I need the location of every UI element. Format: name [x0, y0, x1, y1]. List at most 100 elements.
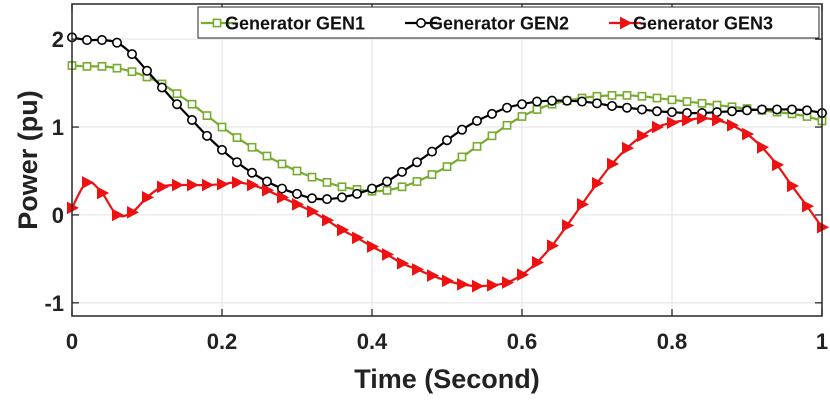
data-point: [82, 61, 92, 71]
data-point: [726, 106, 737, 117]
data-point: [637, 129, 650, 143]
data-point: [202, 178, 215, 192]
data-point: [457, 152, 467, 162]
data-point: [682, 113, 695, 127]
data-point: [337, 182, 347, 192]
legend-label: Generator GEN2: [429, 14, 569, 34]
data-point: [697, 111, 710, 125]
data-point: [381, 176, 392, 187]
data-point: [262, 151, 272, 161]
data-point: [82, 176, 95, 189]
legend-label: Generator GEN3: [633, 14, 773, 34]
plot-area-frame: [71, 3, 823, 317]
data-point: [187, 115, 198, 126]
data-point: [576, 96, 587, 107]
y-tick-label: 2: [52, 27, 64, 52]
data-point: [561, 95, 572, 106]
y-tick-label: 1: [52, 115, 64, 140]
data-point: [217, 144, 228, 155]
data-point: [307, 172, 317, 182]
data-point: [757, 140, 770, 154]
data-point: [352, 231, 365, 245]
data-point: [667, 95, 677, 105]
data-point: [382, 185, 392, 195]
data-point: [427, 170, 437, 179]
data-point: [82, 35, 93, 46]
data-point: [697, 98, 707, 108]
data-point: [322, 213, 335, 227]
data-point: [622, 91, 632, 100]
data-point: [486, 108, 497, 119]
data-point: [172, 99, 183, 110]
data-point: [636, 104, 647, 115]
data-point: [441, 135, 452, 146]
x-tick-label: 0: [66, 329, 78, 354]
data-point: [652, 120, 665, 134]
data-point: [262, 183, 275, 197]
data-point: [397, 256, 410, 270]
data-point: [397, 182, 407, 192]
data-point: [276, 183, 287, 194]
data-point: [442, 162, 452, 171]
data-point: [112, 37, 123, 48]
data-point: [442, 274, 455, 288]
data-point: [142, 191, 155, 204]
series-markers-3: [67, 111, 830, 293]
data-point: [97, 61, 107, 71]
data-point: [232, 176, 245, 189]
legend: Generator GEN1 Generator GEN2 Generator GE…: [197, 6, 820, 39]
data-point: [607, 91, 617, 100]
x-tick-label: 1: [816, 329, 828, 354]
data-point: [457, 278, 470, 291]
data-point: [127, 67, 137, 77]
data-point: [487, 131, 497, 141]
grid: [72, 4, 822, 316]
data-point: [502, 120, 512, 130]
data-point: [202, 111, 212, 121]
data-point: [127, 205, 140, 219]
data-point: [291, 188, 302, 199]
data-point: [277, 191, 290, 204]
data-point: [517, 112, 527, 121]
data-point: [501, 102, 512, 113]
data-point: [801, 105, 812, 116]
data-point: [727, 118, 740, 132]
data-point: [711, 107, 722, 118]
data-point: [261, 176, 272, 187]
data-point: [787, 179, 800, 193]
data-point: [622, 141, 635, 155]
data-point: [487, 278, 500, 292]
data-point: [382, 248, 395, 261]
data-point: [351, 188, 362, 199]
x-tick-label: 0.6: [507, 329, 538, 354]
data-point: [187, 99, 197, 109]
data-point: [621, 102, 632, 113]
data-point: [412, 177, 422, 186]
data-point: [172, 89, 182, 99]
data-point: [217, 122, 227, 132]
data-point: [786, 104, 797, 115]
legend-entry-3: Generator GEN3: [609, 14, 773, 34]
data-point: [247, 178, 260, 192]
data-point: [652, 93, 662, 103]
data-point: [606, 100, 617, 111]
data-point: [412, 263, 425, 276]
series-3: [67, 111, 830, 293]
data-point: [232, 133, 242, 142]
legend-entry-1: Generator GEN1: [201, 14, 365, 34]
data-point: [756, 104, 767, 115]
data-point: [516, 99, 527, 110]
legend-marker: [415, 17, 426, 28]
data-point: [366, 183, 377, 194]
data-point: [426, 146, 437, 157]
data-point: [742, 127, 755, 141]
x-tick-label: 0.8: [657, 329, 688, 354]
data-point: [667, 116, 680, 129]
data-point: [547, 239, 560, 253]
legend-box: [197, 6, 820, 39]
data-point: [247, 167, 258, 178]
data-point: [217, 177, 230, 191]
data-point: [471, 115, 482, 126]
y-tick-label: -1: [44, 291, 64, 316]
